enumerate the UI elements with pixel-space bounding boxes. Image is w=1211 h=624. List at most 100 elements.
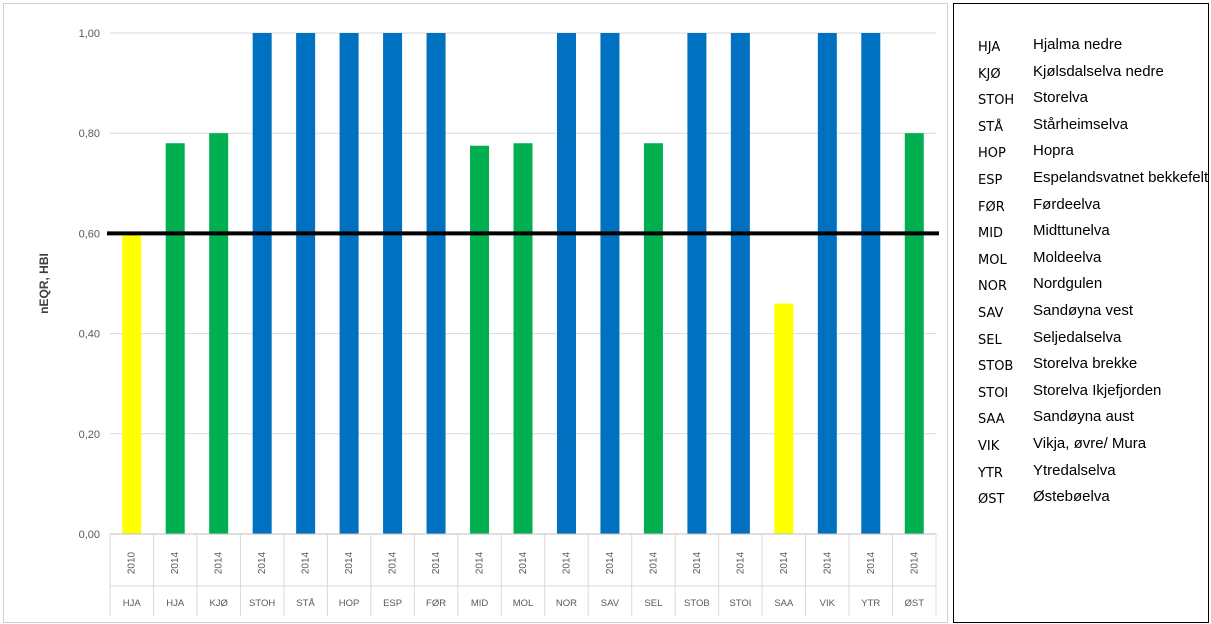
legend-name: Midttunelva xyxy=(1033,222,1110,240)
legend-name: Espelandsvatnet bekkefelt xyxy=(1033,169,1209,186)
legend-code: SAV xyxy=(978,306,1004,321)
x-tick-year: 2014 xyxy=(170,551,181,574)
x-tick-label: STOH xyxy=(249,598,275,609)
x-tick-year: 2014 xyxy=(648,551,659,574)
legend-name: Storelva Ikjefjorden xyxy=(1033,381,1162,399)
legend-name: Hjalma nedre xyxy=(1033,36,1123,53)
bar xyxy=(122,233,142,534)
x-tick-year: 2014 xyxy=(692,551,703,574)
legend-item: VIK Vikja, øvre/ Mura xyxy=(954,435,1210,465)
legend-code: SAA xyxy=(978,412,1005,428)
bar xyxy=(296,33,316,534)
x-tick-label: SAA xyxy=(774,598,794,609)
bar xyxy=(165,143,185,534)
legend-code: NOR xyxy=(978,279,1007,295)
legend-code: FØR xyxy=(978,199,1005,215)
x-tick-label: MID xyxy=(471,598,489,609)
legend-name: Storelva brekke xyxy=(1033,355,1138,373)
x-tick-label: STOB xyxy=(684,598,710,609)
y-axis-title: nEQR, HBI xyxy=(37,253,51,314)
bar xyxy=(470,145,490,534)
legend-name: Hopra xyxy=(1033,142,1074,160)
bar-chart: 0,00 0,20 0,40 0,60 0,80 1,00 nEQR, HBI 2010 201… xyxy=(37,28,939,616)
legend-code: MID xyxy=(978,226,1004,242)
legend-code: STOH xyxy=(978,93,1015,109)
x-tick-year: 2014 xyxy=(779,551,790,574)
legend-item: MOL Moldeelva xyxy=(954,248,1210,279)
legend-item: YTR Ytredalselva xyxy=(954,461,1210,492)
y-tick-label: 0,60 xyxy=(79,228,100,240)
x-tick-year: 2014 xyxy=(475,551,486,574)
legend-name: Moldeelva xyxy=(1033,248,1102,266)
x-tick-year: 2014 xyxy=(214,551,225,574)
bar xyxy=(209,133,229,534)
legend-item: ØST Østebøelva xyxy=(954,488,1210,518)
legend-name: Østebøelva xyxy=(1033,488,1110,506)
legend-panel: HJA Hjalma nedre KJØ Kjølsdalselva nedre STO… xyxy=(953,3,1209,623)
bar xyxy=(861,33,881,534)
legend-code: HOP xyxy=(978,146,1006,162)
bar xyxy=(426,33,446,534)
legend-code: STOB xyxy=(978,359,1014,375)
bar xyxy=(817,33,837,534)
legend-item: ESP Espelandsvatnet bekkefelt xyxy=(954,169,1210,199)
bar xyxy=(513,143,533,534)
legend-item: STOI Storelva Ikjefjorden xyxy=(954,381,1210,412)
legend-name: Sandøyna vest xyxy=(1033,302,1134,319)
x-tick-year: 2014 xyxy=(909,551,920,574)
legend-name: Vikja, øvre/ Mura xyxy=(1033,435,1147,452)
legend-item: STÅ Stårheimselva xyxy=(954,115,1210,146)
chart-panel: 0,00 0,20 0,40 0,60 0,80 1,00 nEQR, HBI 2010 201… xyxy=(3,3,948,623)
legend-item: FØR Førdeelva xyxy=(954,195,1210,226)
bar xyxy=(252,33,272,534)
x-tick-label: VIK xyxy=(820,598,836,609)
x-tick-label: MOL xyxy=(513,598,534,609)
legend-name: Kjølsdalselva nedre xyxy=(1033,62,1164,80)
x-tick-label: HJA xyxy=(166,598,185,609)
x-tick-label: KJØ xyxy=(209,598,228,609)
legend-item: SEL Seljedalselva xyxy=(954,330,1210,359)
legend-item: NOR Nordgulen xyxy=(954,276,1210,305)
x-tick-label: HJA xyxy=(123,598,142,609)
bar xyxy=(774,303,794,534)
bar xyxy=(730,33,750,534)
x-tick-year: 2014 xyxy=(388,551,399,574)
x-tick-year: 2010 xyxy=(127,551,138,574)
legend-item: MID Midttunelva xyxy=(954,222,1210,252)
bar xyxy=(643,143,663,534)
x-tick-year: 2014 xyxy=(866,551,877,574)
x-tick-year: 2014 xyxy=(605,551,616,574)
legend-item: STOH Storelva xyxy=(954,90,1210,119)
legend-name: Ytredalselva xyxy=(1033,461,1116,479)
legend-item: SAA Sandøyna aust xyxy=(954,409,1210,438)
x-tick-label: NOR xyxy=(556,598,577,609)
legend-item: KJØ Kjølsdalselva nedre xyxy=(954,62,1210,93)
x-tick-label: FØR xyxy=(426,598,446,609)
x-tick-label: YTR xyxy=(861,598,880,609)
y-tick-label: 1,00 xyxy=(79,28,100,40)
x-tick-year: 2014 xyxy=(257,551,268,574)
x-tick-year: 2014 xyxy=(301,551,312,574)
bar xyxy=(904,133,924,534)
legend-code: ØST xyxy=(978,492,1005,508)
legend-code: KJØ xyxy=(978,66,1001,82)
x-tick-year: 2014 xyxy=(344,551,355,574)
x-tick-label: SEL xyxy=(644,598,662,609)
legend-name: Stårheimselva xyxy=(1033,115,1129,133)
legend-name: Førdeelva xyxy=(1033,195,1101,213)
legend-code: SEL xyxy=(978,332,1002,348)
legend-item: HJA Hjalma nedre xyxy=(954,36,1210,66)
x-tick-year: 2014 xyxy=(735,551,746,574)
y-tick-label: 0,80 xyxy=(79,128,100,140)
legend-item: SAV Sandøyna vest xyxy=(954,302,1210,332)
bar xyxy=(383,33,403,534)
legend-code: STOI xyxy=(978,385,1009,401)
y-tick-label: 0,20 xyxy=(79,429,100,441)
legend-code: YTR xyxy=(978,465,1003,481)
legend-code: VIK xyxy=(978,439,1000,454)
legend-code: MOL xyxy=(978,252,1007,268)
x-tick-label: ESP xyxy=(383,598,402,609)
bar xyxy=(600,33,620,534)
x-tick-label: STOI xyxy=(729,598,751,609)
x-tick-year: 2014 xyxy=(561,551,572,574)
